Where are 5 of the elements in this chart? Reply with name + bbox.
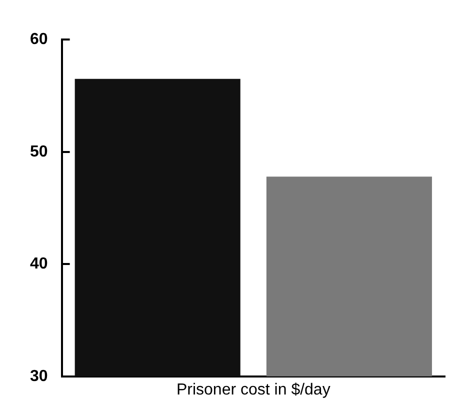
y-tick-label: 30 (30, 368, 48, 385)
x-axis-title: Prisoner cost in $/day (176, 381, 330, 398)
y-tick-label: 60 (30, 31, 48, 48)
y-tick-label: 40 (30, 256, 48, 273)
y-tick-label: 50 (30, 143, 48, 160)
